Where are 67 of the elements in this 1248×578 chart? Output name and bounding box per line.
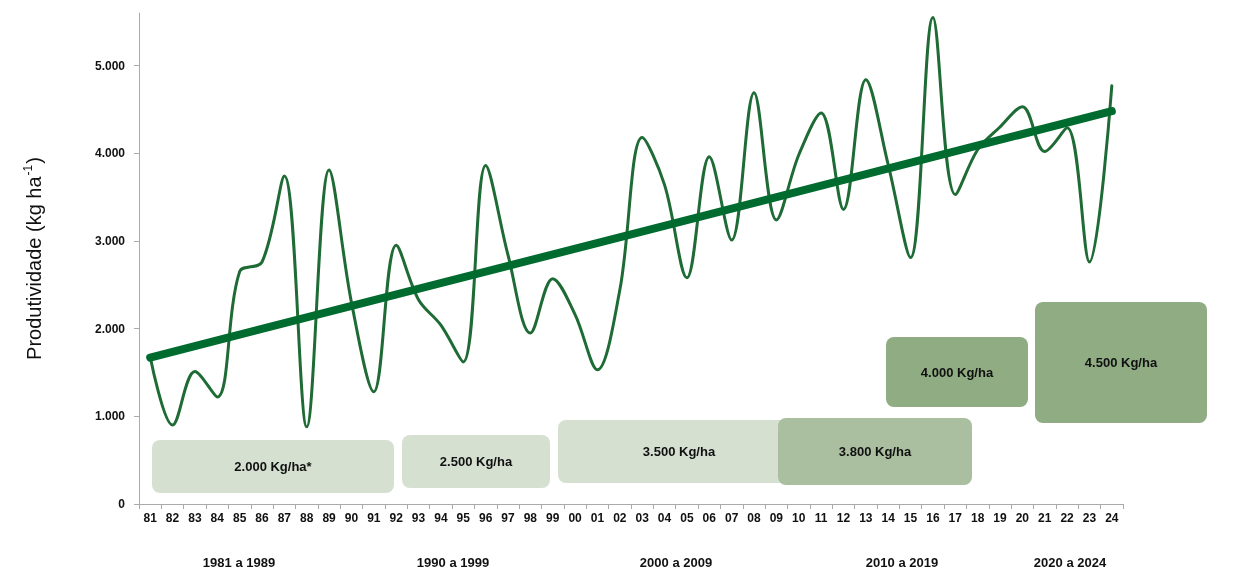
x-tick-label: 11 [814, 511, 828, 525]
x-tick-label: 07 [724, 511, 739, 525]
x-tick-label: 15 [903, 511, 918, 525]
x-tick-label: 03 [635, 511, 650, 525]
y-tick-label: 3.000 [94, 233, 126, 248]
note-box: 2.500 Kg/ha [402, 435, 550, 488]
x-tick-label: 17 [948, 511, 963, 525]
x-tick-label: 04 [657, 511, 672, 525]
x-tick-label: 99 [546, 511, 560, 525]
x-tick-label: 18 [970, 511, 985, 525]
x-tick-label: 90 [344, 511, 359, 525]
x-tick-label: 84 [210, 511, 225, 525]
annotation: 4.500 Kg/ha [1084, 355, 1158, 370]
x-tick-label: 94 [434, 511, 448, 525]
note-box: 3.800 Kg/ha [778, 418, 972, 485]
y-tick-label: 5.000 [94, 58, 126, 73]
text: 2010 a 2019 [865, 554, 939, 570]
annotation: 4.000 Kg/ha [920, 364, 994, 380]
text: 2020 a 2024 [1033, 554, 1107, 570]
text: 2000 a 2009 [639, 554, 713, 570]
x-tick-label: 10 [792, 511, 806, 525]
x-tick-label: 93 [411, 511, 426, 525]
x-tick-label: 02 [613, 511, 627, 525]
x-tick-label: 06 [702, 511, 717, 525]
x-tick-label: 00 [568, 511, 583, 525]
annotation: 2.500 Kg/ha [439, 454, 513, 469]
x-tick-label: 23 [1082, 511, 1097, 525]
y-tick-label: 1.000 [94, 409, 126, 424]
x-tick-label: 20 [1015, 511, 1030, 525]
y-axis-title: Produtividade (kg ha-1) [21, 157, 45, 360]
x-tick-label: 91 [367, 511, 381, 525]
x-tick-label: 86 [255, 511, 269, 525]
x-tick-label: 87 [277, 511, 292, 525]
y-tick-label: 0 [118, 497, 126, 511]
x-tick-label: 83 [188, 511, 202, 525]
note-box: 4.500 Kg/ha [1035, 302, 1207, 423]
x-tick-label: 95 [456, 511, 471, 525]
x-tick-label: 16 [926, 511, 940, 525]
annotation: 3.800 Kg/ha [838, 444, 912, 459]
x-tick-label: 05 [680, 511, 694, 525]
x-tick-label: 89 [322, 511, 337, 525]
x-tick-label: 19 [993, 511, 1007, 525]
x-tick-label: 97 [501, 511, 515, 525]
x-tick-label: 98 [523, 511, 538, 525]
x-tick-label: 13 [859, 511, 873, 525]
x-tick-label: 82 [165, 511, 180, 525]
note-box: 2.000 Kg/ha* [152, 440, 394, 493]
text: 1990 a 1999 [416, 554, 490, 570]
annotation: 2.000 Kg/ha* [234, 459, 312, 474]
x-tick-label: 81 [143, 511, 158, 525]
x-tick-label: 96 [478, 511, 493, 525]
x-tick-label: 24 [1105, 511, 1119, 525]
x-tick-label: 21 [1038, 511, 1052, 525]
x-tick-label: 14 [881, 511, 896, 525]
x-tick-label: 01 [590, 511, 605, 525]
x-tick-label: 09 [769, 511, 784, 525]
y-tick-label: 4.000 [94, 146, 126, 161]
x-tick-label: 85 [232, 511, 247, 525]
annotation: 3.500 Kg/ha [642, 444, 716, 459]
note-box: 4.000 Kg/ha [886, 337, 1028, 407]
x-tick-label: 88 [300, 511, 314, 525]
x-tick-label: 92 [389, 511, 404, 525]
text: 1981 a 1989 [202, 554, 276, 570]
x-tick-label: 22 [1060, 511, 1075, 525]
x-tick-label: 12 [836, 511, 851, 525]
x-tick-label: 08 [747, 511, 761, 525]
y-tick-label: 2.000 [94, 321, 126, 336]
